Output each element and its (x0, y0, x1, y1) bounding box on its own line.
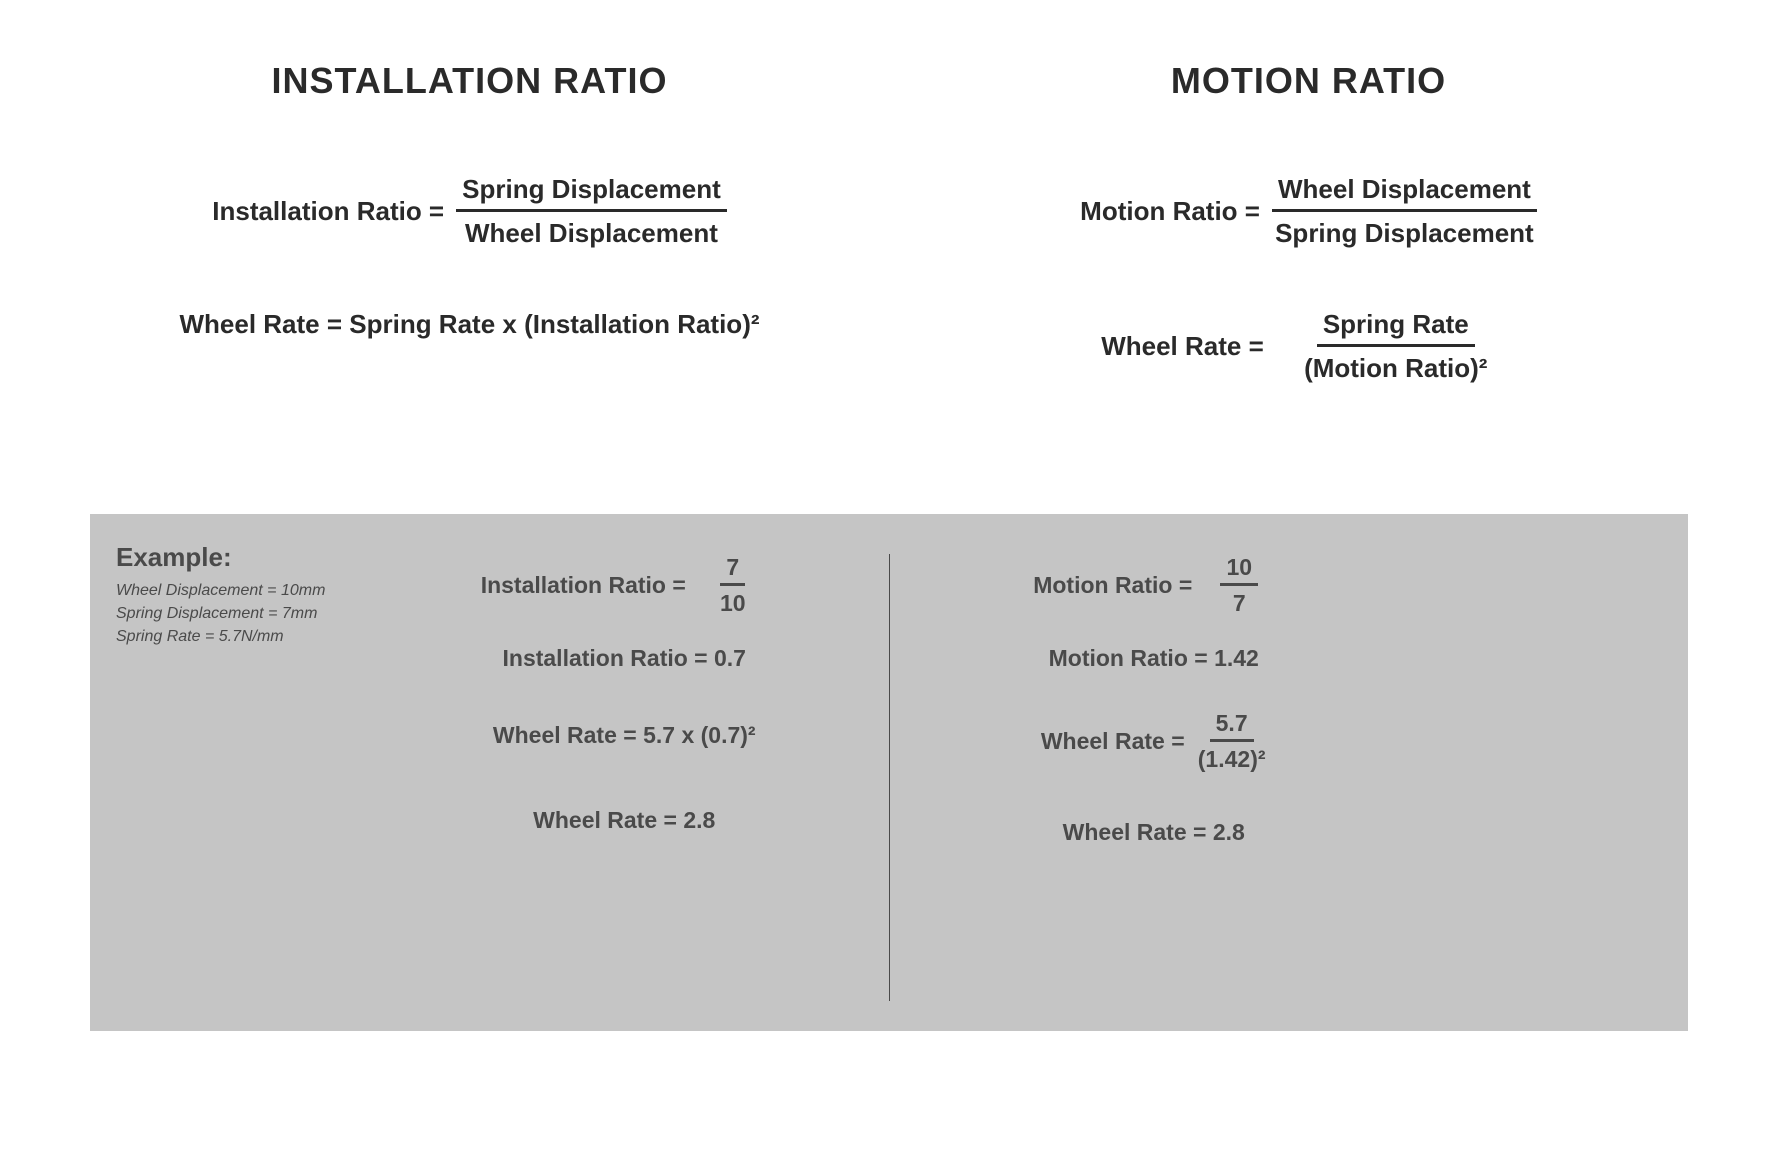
example-installation-ratio-num: 7 (720, 554, 745, 586)
example-installation-rate-result: Wheel Rate = 2.8 (533, 807, 715, 834)
motion-wheel-rate-eq: Wheel Rate = Spring Rate (Motion Ratio)² (1101, 309, 1516, 384)
example-motion-rate-num: 5.7 (1210, 710, 1254, 742)
example-installation-ratio-den: 10 (720, 586, 746, 617)
installation-ratio-definition: Installation Ratio = Spring Displacement… (212, 174, 727, 249)
example-motion-rate-frac: Wheel Rate = 5.7 (1.42)² (1041, 710, 1267, 773)
installation-ratio-lhs: Installation Ratio = (212, 196, 444, 227)
motion-ratio-fraction: Wheel Displacement Spring Displacement (1272, 174, 1537, 249)
page: INSTALLATION RATIO Installation Ratio = … (0, 0, 1778, 1151)
example-motion-ratio-frac-lhs: Motion Ratio = (1033, 572, 1192, 599)
installation-ratio-fraction: Spring Displacement Wheel Displacement (456, 174, 727, 249)
example-motion-rate-result: Wheel Rate = 2.8 (1063, 819, 1245, 846)
example-installation-rate-calc: Wheel Rate = 5.7 x (0.7)² (493, 722, 756, 749)
motion-wheel-rate-numerator: Spring Rate (1317, 309, 1475, 347)
example-motion-rate-frac-lhs: Wheel Rate = (1041, 728, 1185, 755)
motion-wheel-rate-denominator: (Motion Ratio)² (1304, 347, 1487, 384)
formulas-top-row: INSTALLATION RATIO Installation Ratio = … (90, 60, 1688, 424)
example-motion-col: Motion Ratio = 10 7 Motion Ratio = 1.42 … (890, 554, 1689, 1001)
example-motion-rate-fraction: 5.7 (1.42)² (1197, 710, 1267, 773)
example-installation-col: Installation Ratio = 7 10 Installation R… (90, 554, 889, 1001)
example-motion-ratio-frac: Motion Ratio = 10 7 (1033, 554, 1274, 617)
example-motion-ratio-result: Motion Ratio = 1.42 (1049, 645, 1259, 672)
example-motion-rate-den: (1.42)² (1198, 742, 1266, 773)
installation-ratio-numerator: Spring Displacement (456, 174, 727, 212)
example-box: Example: Wheel Displacement = 10mm Sprin… (90, 514, 1688, 1031)
motion-ratio-denominator: Spring Displacement (1275, 212, 1534, 249)
example-motion-ratio-den: 7 (1233, 586, 1246, 617)
installation-wheel-rate-eq: Wheel Rate = Spring Rate x (Installation… (179, 309, 759, 340)
installation-ratio-title: INSTALLATION RATIO (272, 60, 668, 102)
motion-ratio-column: MOTION RATIO Motion Ratio = Wheel Displa… (929, 60, 1688, 424)
motion-wheel-rate-fraction: Spring Rate (Motion Ratio)² (1276, 309, 1516, 384)
example-installation-ratio-result: Installation Ratio = 0.7 (503, 645, 746, 672)
example-installation-ratio-frac: Installation Ratio = 7 10 (481, 554, 768, 617)
installation-ratio-column: INSTALLATION RATIO Installation Ratio = … (90, 60, 849, 424)
motion-ratio-title: MOTION RATIO (1171, 60, 1446, 102)
example-installation-ratio-fraction: 7 10 (698, 554, 768, 617)
motion-wheel-rate-lhs: Wheel Rate = (1101, 331, 1264, 362)
example-motion-ratio-fraction: 10 7 (1204, 554, 1274, 617)
example-motion-ratio-num: 10 (1220, 554, 1258, 586)
example-columns: Installation Ratio = 7 10 Installation R… (90, 554, 1688, 1001)
installation-ratio-denominator: Wheel Displacement (465, 212, 718, 249)
example-installation-ratio-frac-lhs: Installation Ratio = (481, 572, 686, 599)
motion-ratio-lhs: Motion Ratio = (1080, 196, 1260, 227)
motion-ratio-numerator: Wheel Displacement (1272, 174, 1537, 212)
motion-ratio-definition: Motion Ratio = Wheel Displacement Spring… (1080, 174, 1537, 249)
